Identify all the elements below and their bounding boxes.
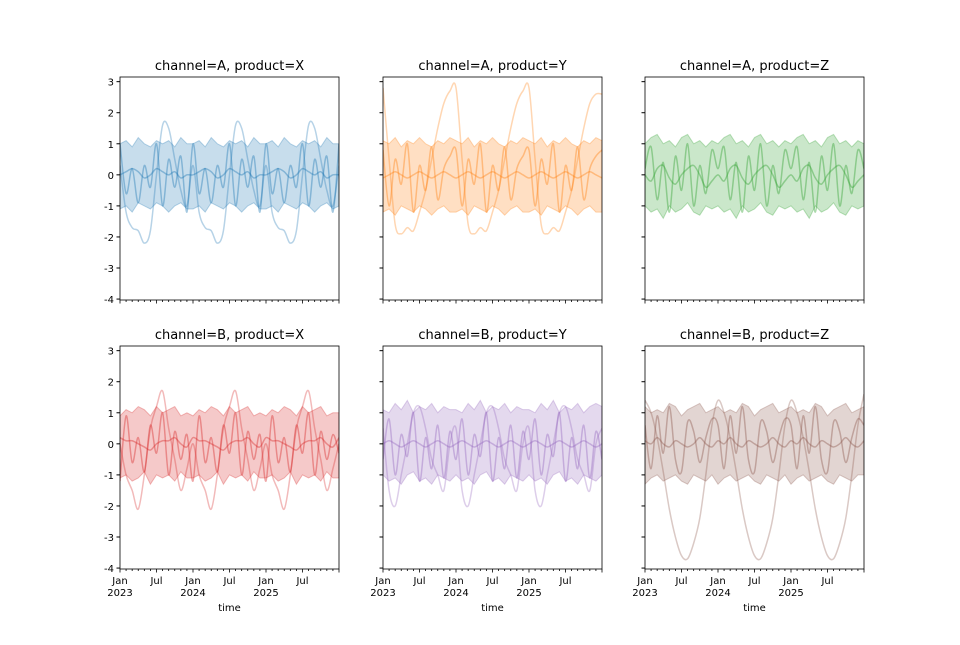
subplot-title: channel=A, product=X [155, 59, 304, 74]
y-tick-label: -4 [104, 295, 114, 306]
mean-line [645, 436, 864, 448]
uncertainty-band [120, 405, 339, 486]
x-tick-label: Jan [520, 576, 536, 587]
y-tick-label: 3 [108, 347, 114, 358]
x-tick-year: 2023 [370, 588, 395, 599]
x-tick-label: Jan [709, 576, 725, 587]
x-tick-year: 2023 [632, 588, 657, 599]
seasonal-line [383, 404, 602, 508]
y-tick-label: 1 [108, 140, 114, 151]
mean-line [120, 167, 339, 179]
mean-line [120, 436, 339, 451]
x-tick-label: Jan [782, 576, 798, 587]
subplot-4: channel=B, product=X-4-3-2-10123Jan2023J… [104, 328, 340, 614]
uncertainty-band [120, 136, 339, 213]
x-axis-label: time [481, 603, 504, 614]
medium-line [383, 143, 602, 213]
x-axis-label: time [218, 603, 241, 614]
mean-line [383, 439, 602, 448]
x-tick-label: Jul [149, 576, 162, 587]
mean-line [383, 170, 602, 179]
x-tick-label: Jan [374, 576, 390, 587]
subplot-1: channel=A, product=X -4 -3 -2 -1 0 1 2 3 [104, 59, 340, 306]
x-tick-label: Jul [412, 576, 425, 587]
x-tick-label: Jul [485, 576, 498, 587]
uncertainty-band [645, 133, 864, 220]
x-tick-label: Jul [295, 576, 308, 587]
x-tick-label: Jan [257, 576, 273, 587]
seasonal-line [120, 389, 339, 510]
subplot-2: channel=A, product=Y [379, 59, 603, 304]
subplot-title: channel=B, product=Y [418, 328, 566, 343]
medium-line [383, 412, 602, 482]
x-tick-year: 2024 [443, 588, 468, 599]
y-tick-label: -4 [104, 564, 114, 575]
y-tick-label: -1 [104, 202, 114, 213]
medium-line [120, 143, 339, 213]
subplot-title: channel=A, product=Y [418, 59, 566, 74]
x-tick-label: Jul [222, 576, 235, 587]
subplot-title: channel=B, product=X [155, 328, 304, 343]
y-tick-label: 0 [108, 440, 114, 451]
y-tick-label: 2 [108, 109, 114, 120]
uncertainty-band [383, 136, 602, 217]
x-tick-year: 2025 [253, 588, 278, 599]
medium-line [645, 405, 864, 475]
uncertainty-band [645, 402, 864, 486]
x-tick-label: Jan [636, 576, 652, 587]
y-tick-label: 1 [108, 409, 114, 420]
y-tick-label: -2 [104, 502, 114, 513]
seasonal-line [383, 82, 602, 235]
subplot-title: channel=A, product=Z [680, 59, 829, 74]
y-tick-label: 2 [108, 378, 114, 389]
x-tick-label: Jul [820, 576, 833, 587]
x-tick-label: Jan [111, 576, 127, 587]
x-tick-year: 2025 [516, 588, 541, 599]
seasonal-line [645, 393, 864, 561]
y-tick-label: -3 [104, 533, 114, 544]
y-tick-label: 3 [108, 78, 114, 89]
subplot-title: channel=B, product=Z [680, 328, 829, 343]
x-tick-year: 2024 [705, 588, 730, 599]
mean-line [645, 164, 864, 189]
x-tick-label: Jul [747, 576, 760, 587]
y-tick-label: -2 [104, 233, 114, 244]
x-tick-label: Jul [674, 576, 687, 587]
seasonal-line [120, 120, 339, 244]
medium-line [120, 412, 339, 482]
x-tick-label: Jan [184, 576, 200, 587]
x-tick-year: 2023 [107, 588, 132, 599]
x-tick-year: 2024 [180, 588, 205, 599]
x-tick-year: 2025 [778, 588, 803, 599]
y-tick-label: -3 [104, 264, 114, 275]
x-tick-label: Jul [558, 576, 571, 587]
x-tick-label: Jan [447, 576, 463, 587]
medium-line [645, 143, 864, 213]
y-tick-label: -1 [104, 471, 114, 482]
uncertainty-band [383, 399, 602, 486]
y-tick-label: 0 [108, 171, 114, 182]
subplot-3: channel=A, product=Z [641, 59, 865, 304]
x-axis-label: time [743, 603, 766, 614]
